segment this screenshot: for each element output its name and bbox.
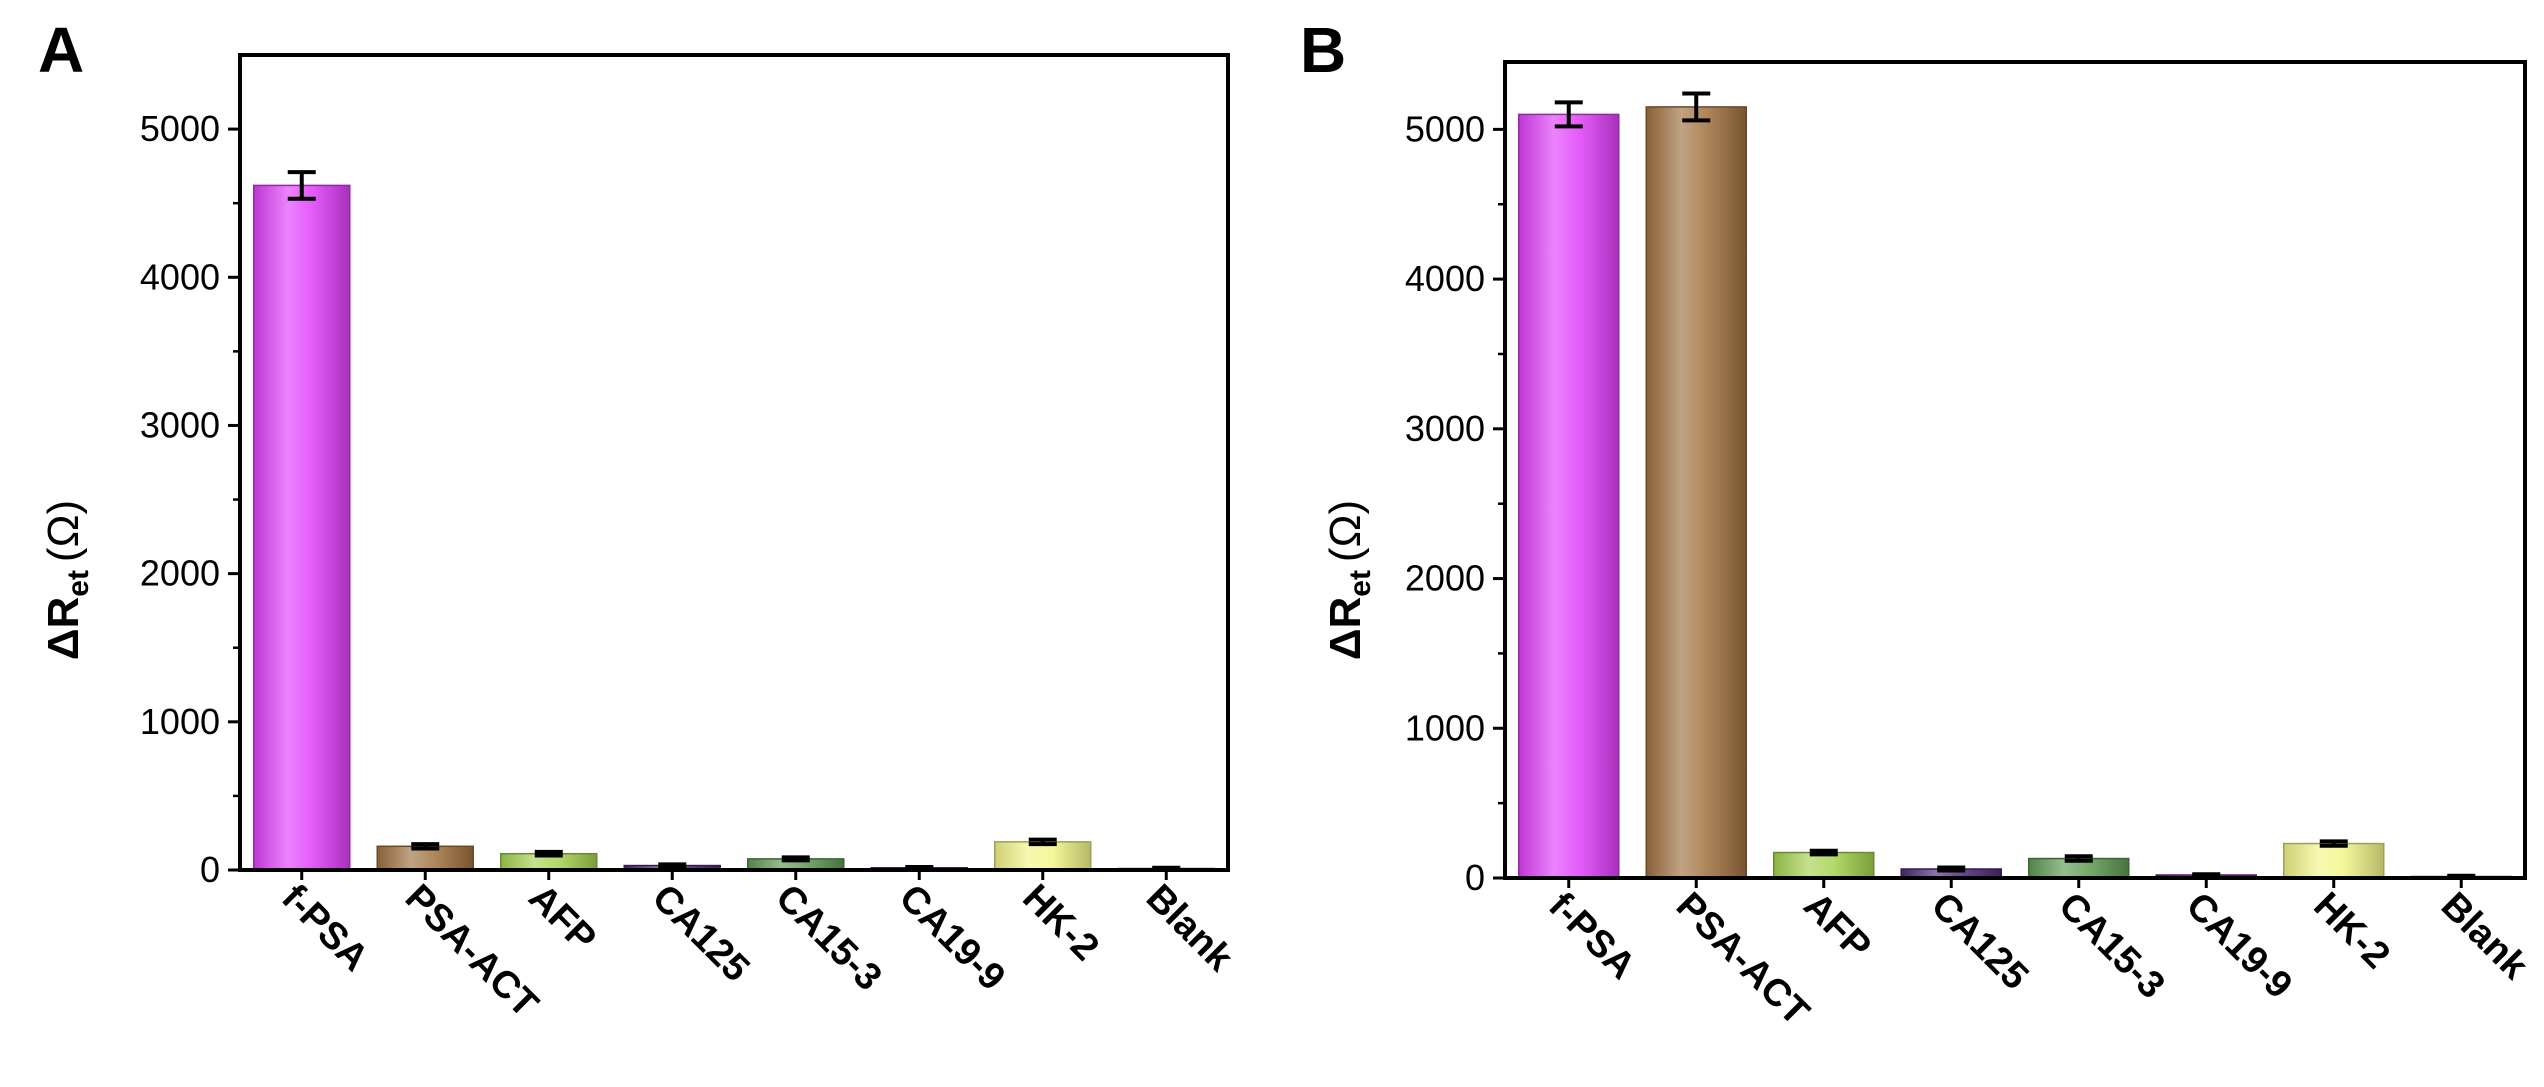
bar-hk-2 (2283, 842, 2385, 879)
y-tick-label: 1000 (1405, 707, 1485, 748)
bar-afp (1773, 851, 1875, 879)
y-tick-label: 4000 (1405, 258, 1485, 299)
y-tick-label: 0 (200, 849, 220, 890)
plot-frame (238, 53, 1230, 872)
y-tick-label: 0 (1465, 857, 1485, 898)
y-tick-label: 4000 (140, 256, 220, 297)
y-tick-label: 2000 (1405, 558, 1485, 599)
x-tick-label: PSA-ACT (397, 877, 546, 1026)
y-tick-label: 5000 (1405, 108, 1485, 149)
error-bar (287, 170, 316, 201)
x-tick-label: Blank (2433, 885, 2536, 988)
y-tick-label: 3000 (140, 404, 220, 445)
x-tick-label: HK-2 (2305, 885, 2397, 977)
y-tick-label: 2000 (140, 553, 220, 594)
x-tick-label: AFP (520, 877, 603, 960)
error-bar (1554, 100, 1583, 129)
error-bar (781, 855, 810, 863)
y-axis-title-subscript: et (62, 570, 95, 597)
y-axis-title-unit: (Ω) (39, 500, 88, 562)
plot-frame (1503, 60, 2527, 880)
y-tick-label: 1000 (140, 701, 220, 742)
error-bar (1937, 865, 1966, 873)
panel-label-a: A (38, 14, 84, 86)
x-tick-label: CA125 (1923, 885, 2036, 998)
error-bar (1028, 837, 1057, 847)
error-bar (1682, 91, 1711, 123)
x-tick-label: CA125 (644, 877, 757, 990)
panel-label-b: B (1300, 14, 1346, 86)
error-bar (534, 849, 563, 858)
y-axis-title-b: ΔRet (Ω) (1321, 500, 1377, 660)
x-tick-label: f-PSA (1540, 885, 1643, 988)
y-axis-title-main: ΔR (39, 597, 88, 660)
x-tick-label: CA15-3 (2050, 885, 2172, 1007)
x-tick-label: CA19-9 (2178, 885, 2300, 1007)
y-tick-label: 5000 (140, 108, 220, 149)
bar-f-psa (253, 184, 351, 871)
y-axis-title-main: ΔR (1321, 597, 1370, 660)
x-tick-label: CA19-9 (891, 877, 1013, 999)
x-tick-label: PSA-ACT (1668, 885, 1817, 1034)
x-tick-label: AFP (1795, 885, 1878, 968)
error-bar (2319, 839, 2348, 848)
bar-hk-2 (994, 841, 1092, 871)
x-tick-label: Blank (1138, 877, 1241, 980)
y-tick-label: 3000 (1405, 408, 1485, 449)
error-bar (411, 842, 440, 851)
x-tick-label: CA15-3 (767, 877, 889, 999)
x-tick-label: HK-2 (1014, 877, 1106, 969)
y-axis-title-subscript: et (1344, 570, 1377, 597)
error-bar (2192, 872, 2221, 878)
bar-f-psa (1518, 113, 1620, 879)
x-tick-label: f-PSA (273, 877, 376, 980)
error-bar (1809, 848, 1838, 857)
error-bar (658, 862, 687, 869)
y-axis-title-unit: (Ω) (1321, 500, 1370, 562)
error-bar (2064, 854, 2093, 863)
bar-psa-act (1645, 106, 1747, 879)
y-axis-title-a: ΔRet (Ω) (39, 500, 95, 660)
